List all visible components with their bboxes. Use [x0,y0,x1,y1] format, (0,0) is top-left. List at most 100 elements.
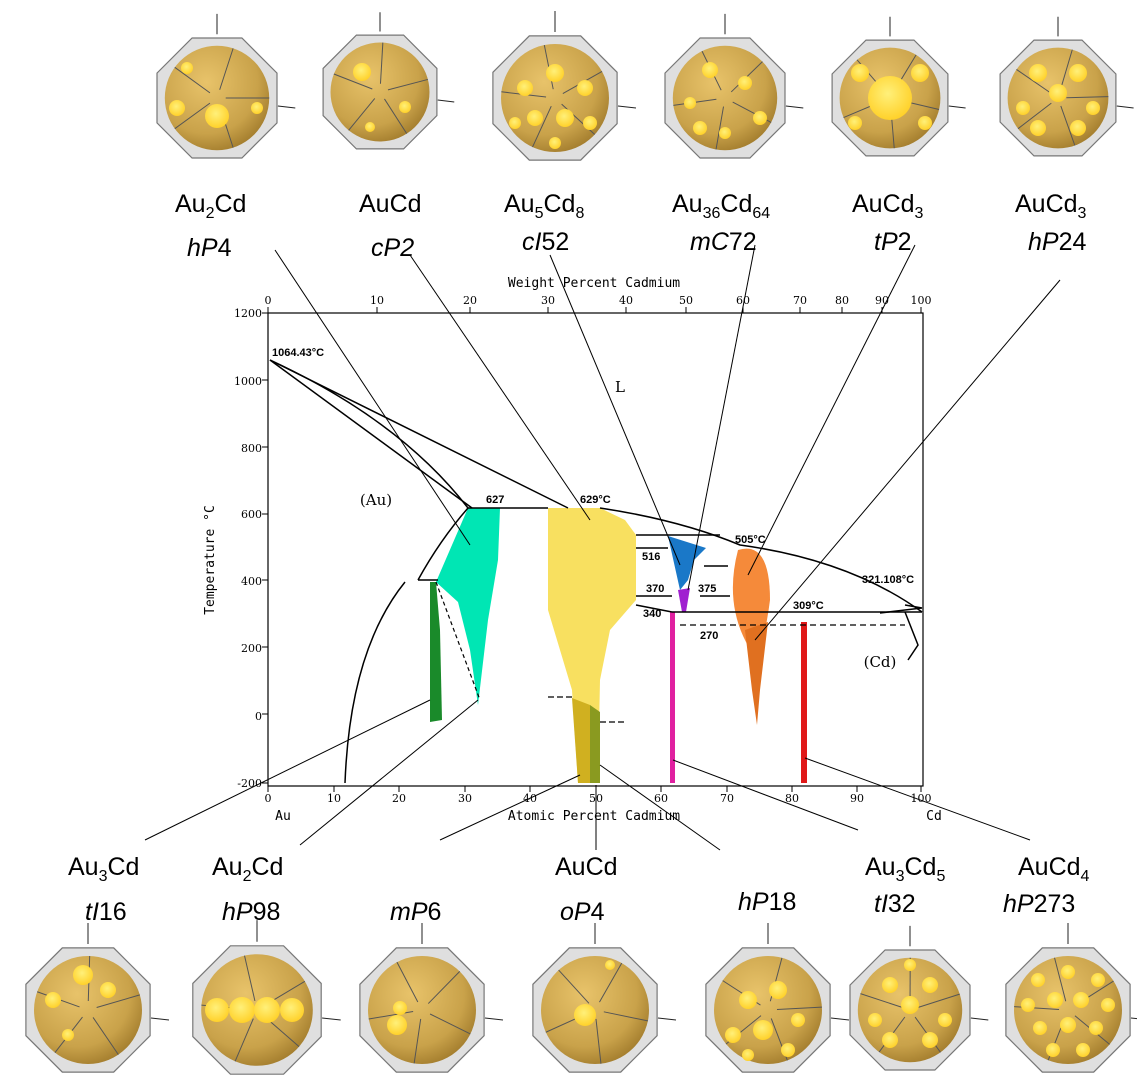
cluster-facet-edge [333,73,373,90]
cluster-polyhedron [999,16,1134,157]
cluster-atom-spot [938,1013,952,1027]
svg-text:hP4: hP4 [187,234,232,262]
formula-main: Au [68,853,99,881]
leader-lines [144,244,1061,851]
cluster-atom-spot [100,982,116,998]
cluster-facet-edge [368,1011,414,1020]
cluster-axis-arrows [909,925,989,1021]
cluster-polyhedron [532,923,677,1073]
cluster-facet-edge [219,48,234,90]
cluster-atom-spot [1049,84,1067,102]
cluster-facet-edge [92,1017,119,1055]
cluster-core [714,956,822,1064]
cluster-atom-spot [399,101,411,113]
bottom-axis-title: Atomic Percent Cadmium [508,809,680,824]
pearson-count: 4 [591,898,605,926]
top-tick-70: 70 [793,294,807,307]
cluster-facet-edge [413,1018,422,1064]
cluster-core [330,42,430,142]
cluster-facet-edge [1016,69,1052,94]
svg-text:oP4: oP4 [560,898,605,926]
y-tick-400: 400 [241,575,262,588]
cluster-atom-spot [527,110,543,126]
pearson-count: 24 [1059,228,1087,256]
formula-part-b: Cd [215,190,247,218]
cluster-axis-arrows [379,12,455,103]
y-tick-labels: 1200 1000 800 600 400 200 0 -200 [234,307,262,790]
cluster-atom-spot [62,1029,74,1041]
cluster-atom-spot [205,104,229,128]
pearson-symbol: mC [690,228,730,256]
cluster-axis-arrows [256,920,341,1021]
svg-text:Au3Cd5: Au3Cd5 [865,853,945,885]
cluster-facet-edge [1017,102,1052,130]
cluster-atom-spot [791,1013,805,1027]
cluster-polyhedron [705,923,850,1073]
formula-sub: 36 [703,205,721,222]
cluster-atom-spot [583,116,597,130]
svg-text:AuCd4: AuCd4 [1018,853,1090,885]
bottom-tick-labels: 0 10 20 30 40 50 60 70 80 90 100 [265,792,932,805]
cluster-atom-spot [353,63,371,81]
phase-diagram: 0 10 20 30 40 50 60 70 80 90 100 0 10 20… [203,276,942,824]
cluster-atom-spot [517,80,533,96]
cluster-axis-arrows [1067,923,1137,1020]
region-aucd3-hp24 [745,622,768,725]
cluster-polyhedron [156,13,296,159]
y-axis-title: Temperature °C [203,505,218,615]
pearson-symbol: cP [371,234,401,262]
cluster-atom-spot [73,965,93,985]
bottom-tick-30: 30 [458,792,472,805]
bottom-tick-90: 90 [850,792,864,805]
cluster-atom-spot [1076,1043,1090,1057]
cluster-polyhedron [849,925,989,1071]
cluster-atom-spot [181,62,193,74]
pearson-symbol: tP [874,228,898,256]
svg-text:Au2Cd: Au2Cd [212,853,283,885]
cluster-atom-spot [922,1032,938,1048]
cluster-axis-arrows [594,923,677,1021]
pearson-symbol: tI [85,898,99,926]
cluster-axis-arrows [216,13,296,109]
svg-text:hP273: hP273 [1003,890,1075,918]
cluster-facet-edge [348,98,376,131]
pearson-count: 6 [428,898,442,926]
cluster-facet-edge [384,98,408,134]
pearson-count: 32 [888,890,916,918]
cluster-facet-edge [715,106,724,150]
cluster-atom-spot [753,1020,773,1040]
bottom-tick-0: 0 [265,792,272,805]
svg-text:AuCd3: AuCd3 [852,190,924,222]
cluster-atom-spot [781,1043,795,1057]
cluster-atom-spot [901,996,919,1014]
svg-text:cP2: cP2 [371,234,414,262]
formula-sub: 2 [243,868,252,885]
svg-text:tI16: tI16 [85,898,127,926]
cluster-facet-edge [1054,957,1067,1002]
cluster-atom-spot [904,959,916,971]
region-aucd-cp2 [548,508,636,783]
svg-text:cI52: cI52 [522,228,569,256]
cluster-facet-edge [1060,105,1076,146]
cluster-atom-spot [911,64,929,82]
region-aucd4 [801,622,807,783]
left-tick-marks [262,312,268,784]
cluster-facet-edge [918,993,960,1008]
phase-label-au2cd-hp98: Au2Cd hP98 [212,853,283,926]
t516-annotation: 516 [642,551,660,563]
pearson-symbol: mP [390,898,428,926]
cluster-atom-spot [1060,1017,1076,1033]
cluster-polyhedron [664,13,804,159]
top-tick-60: 60 [736,294,750,307]
cluster-core [368,956,476,1064]
cluster-facet-edge [1059,49,1073,91]
svg-text:mP6: mP6 [390,898,441,926]
formula-sub: 5 [535,205,544,222]
cluster-axis-arrows [767,923,850,1021]
cluster-facet-edge [429,1013,471,1035]
cluster-core [501,44,609,152]
t627-annotation: 627 [486,494,504,506]
region-au3cd5 [670,612,675,783]
phase-label-au5cd8: Au5Cd8 cI52 [504,190,584,256]
